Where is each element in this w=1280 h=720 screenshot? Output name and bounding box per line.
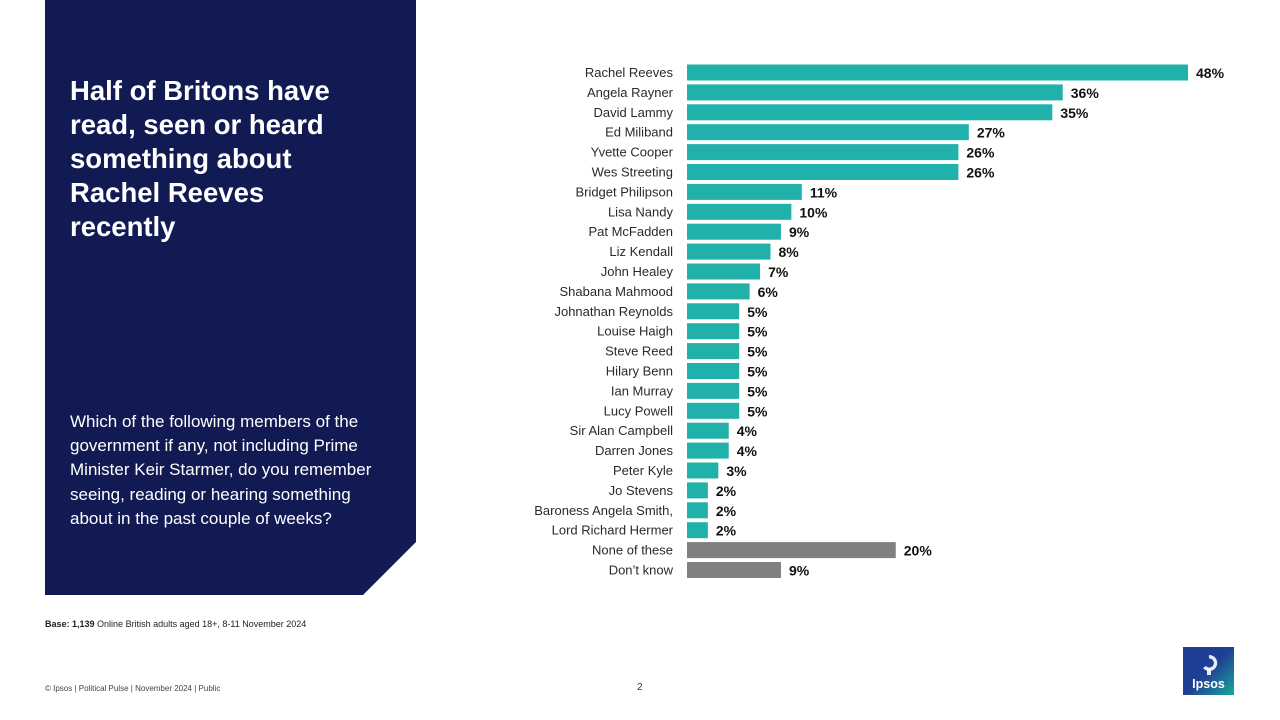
value-label: 4% xyxy=(737,423,758,439)
category-label: None of these xyxy=(592,543,673,558)
category-label: Louise Haigh xyxy=(597,324,673,339)
bar xyxy=(687,402,740,419)
bar-chart: Rachel Reeves 48% Angela Rayner 36% David La… xyxy=(534,64,1225,579)
bar xyxy=(687,164,959,180)
category-label: Ian Murray xyxy=(611,383,674,398)
footer-text: © Ipsos | Political Pulse | November 202… xyxy=(45,684,221,693)
category-label: Ed Miliband xyxy=(605,125,673,140)
bar xyxy=(687,502,708,519)
bar xyxy=(687,562,781,578)
bar xyxy=(687,323,740,340)
category-label: Sir Alan Campbell xyxy=(570,423,673,438)
logo-text: Ipsos xyxy=(1192,677,1225,691)
value-label: 27% xyxy=(977,125,1006,141)
base-note-prefix: Base: 1,139 xyxy=(45,619,95,629)
category-label: Baroness Angela Smith, xyxy=(534,503,673,518)
bar xyxy=(687,243,771,260)
value-label: 3% xyxy=(726,463,747,479)
value-label: 36% xyxy=(1071,85,1100,101)
bar xyxy=(687,144,959,161)
bar xyxy=(687,124,969,141)
bar xyxy=(687,283,750,300)
value-label: 2% xyxy=(716,483,737,499)
value-label: 7% xyxy=(768,264,789,280)
value-label: 2% xyxy=(716,523,737,539)
category-label: Lisa Nandy xyxy=(608,204,674,219)
bar xyxy=(687,343,740,360)
bar xyxy=(687,104,1053,121)
base-note-text: Online British adults aged 18+, 8-11 Nov… xyxy=(94,619,307,629)
value-label: 9% xyxy=(789,224,810,240)
category-label: Lucy Powell xyxy=(604,403,673,418)
value-label: 2% xyxy=(716,503,737,519)
bar xyxy=(687,442,729,459)
survey-question: Which of the following members of the go… xyxy=(70,412,372,528)
category-label: Steve Reed xyxy=(605,344,673,359)
ipsos-logo: Ipsos xyxy=(1183,647,1234,695)
category-label: Johnathan Reynolds xyxy=(554,304,673,319)
value-label: 10% xyxy=(799,204,828,220)
bar xyxy=(687,303,740,320)
value-label: 20% xyxy=(904,543,933,559)
value-label: 5% xyxy=(747,364,768,380)
category-label: John Healey xyxy=(601,264,674,279)
category-label: Lord Richard Hermer xyxy=(552,523,674,538)
value-label: 6% xyxy=(758,284,779,300)
bar xyxy=(687,183,802,200)
bar xyxy=(687,522,708,539)
value-label: 48% xyxy=(1196,65,1225,81)
category-label: Shabana Mahmood xyxy=(560,284,673,299)
category-label: Angela Rayner xyxy=(587,85,674,100)
value-label: 5% xyxy=(747,304,768,320)
category-label: Peter Kyle xyxy=(613,463,673,478)
headline: Half of Britons have read, seen or heard… xyxy=(70,75,330,242)
category-label: Liz Kendall xyxy=(609,244,673,259)
category-label: Bridget Philipson xyxy=(575,184,673,199)
value-label: 8% xyxy=(779,244,800,260)
bar xyxy=(687,363,740,379)
base-note: Base: 1,139 Online British adults aged 1… xyxy=(45,619,306,629)
value-label: 9% xyxy=(789,563,810,579)
category-label: Rachel Reeves xyxy=(585,65,674,80)
value-label: 4% xyxy=(737,443,758,459)
bar xyxy=(687,64,1188,81)
category-label: Wes Streeting xyxy=(592,165,673,180)
bar xyxy=(687,223,781,240)
value-label: 5% xyxy=(747,324,768,340)
bar xyxy=(687,203,792,220)
value-label: 26% xyxy=(966,165,995,181)
category-label: Pat McFadden xyxy=(588,224,673,239)
bar xyxy=(687,542,896,559)
value-label: 5% xyxy=(747,403,768,419)
category-label: Hilary Benn xyxy=(606,364,673,379)
category-label: Yvette Cooper xyxy=(591,145,674,160)
value-label: 5% xyxy=(747,383,768,399)
bar xyxy=(687,482,708,499)
bar xyxy=(687,462,719,479)
bar xyxy=(687,422,729,439)
left-panel: Half of Britons have read, seen or heard… xyxy=(45,0,416,595)
value-label: 5% xyxy=(747,344,768,360)
value-label: 35% xyxy=(1060,105,1089,121)
category-label: Don’t know xyxy=(609,563,674,578)
bar xyxy=(687,382,740,399)
value-label: 11% xyxy=(810,184,838,200)
category-label: David Lammy xyxy=(594,105,674,120)
category-label: Jo Stevens xyxy=(609,483,674,498)
value-label: 26% xyxy=(966,145,995,161)
bar xyxy=(687,263,761,280)
bar xyxy=(687,84,1063,101)
page-number: 2 xyxy=(637,682,643,693)
logo-mark-icon xyxy=(1203,654,1218,675)
category-label: Darren Jones xyxy=(595,443,674,458)
